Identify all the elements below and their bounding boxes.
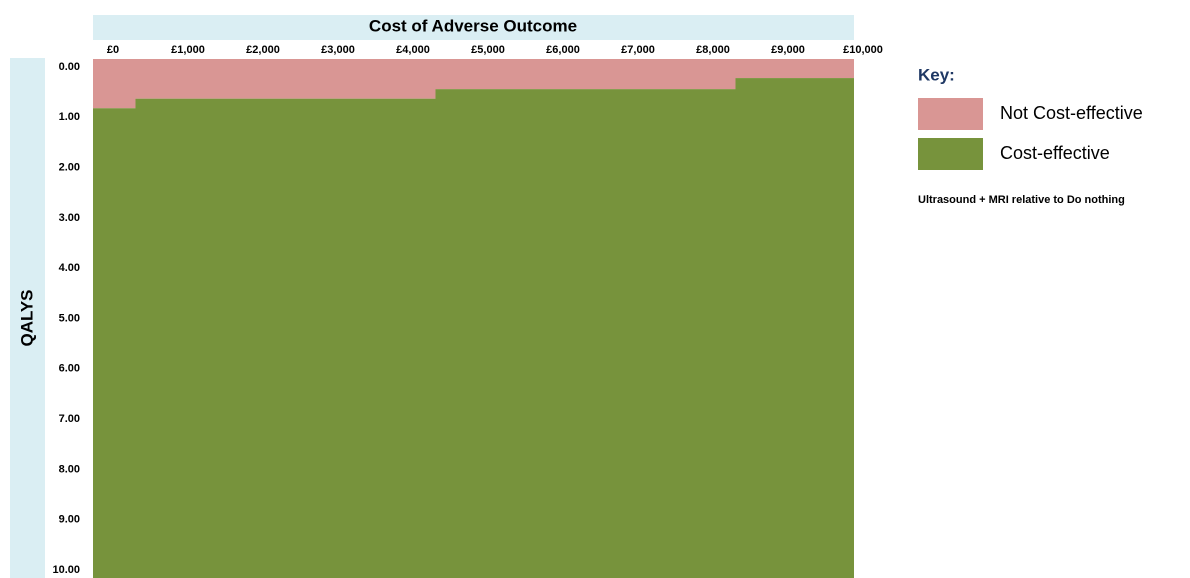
legend-label: Not Cost-effective <box>1000 103 1143 123</box>
chart-title: Cost of Adverse Outcome <box>369 16 577 35</box>
y-tick-label: 10.00 <box>52 564 80 576</box>
x-tick-label: £0 <box>107 44 119 56</box>
x-tick-label: £7,000 <box>621 44 655 56</box>
legend-swatch <box>918 138 983 170</box>
legend-swatch <box>918 98 983 130</box>
y-label-band <box>10 58 45 578</box>
x-tick-label: £2,000 <box>246 44 280 56</box>
not-cost-effective-region <box>135 59 436 99</box>
y-tick-label: 1.00 <box>59 111 80 123</box>
x-tick-label: £9,000 <box>771 44 805 56</box>
not-cost-effective-region <box>435 59 736 90</box>
y-tick-label: 4.00 <box>59 262 80 274</box>
y-tick-label: 2.00 <box>59 162 80 174</box>
x-tick-label: £1,000 <box>171 44 205 56</box>
y-tick-label: 8.00 <box>59 463 80 475</box>
cost-effective-region <box>135 98 436 578</box>
y-tick-label: 7.00 <box>59 413 80 425</box>
legend-label: Cost-effective <box>1000 143 1110 163</box>
x-tick-label: £5,000 <box>471 44 505 56</box>
y-tick-label: 9.00 <box>59 514 80 526</box>
y-axis-title: QALYS <box>17 289 36 346</box>
x-tick-label: £4,000 <box>396 44 430 56</box>
y-tick-label: 6.00 <box>59 363 80 375</box>
legend-title: Key: <box>918 65 955 84</box>
x-tick-label: £10,000 <box>843 44 883 56</box>
y-tick-label: 3.00 <box>59 212 80 224</box>
x-tick-label: £6,000 <box>546 44 580 56</box>
cost-effective-region <box>735 78 854 578</box>
not-cost-effective-region <box>93 59 136 109</box>
cost-effective-region <box>435 89 736 578</box>
title-band <box>93 15 854 40</box>
x-tick-label: £3,000 <box>321 44 355 56</box>
not-cost-effective-region <box>735 59 854 79</box>
y-tick-label: 5.00 <box>59 312 80 324</box>
x-tick-label: £8,000 <box>696 44 730 56</box>
annotation: Ultrasound + MRI relative to Do nothing <box>918 194 1125 206</box>
y-tick-label: 0.00 <box>59 61 80 73</box>
cost-effective-region <box>93 108 136 578</box>
